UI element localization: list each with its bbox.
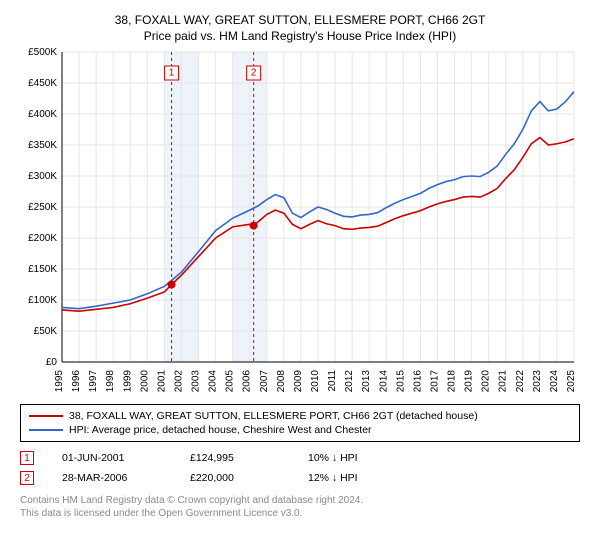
plot-area: £0 £50K £100K £150K £200K £250K £300K £350K £400… xyxy=(20,48,580,398)
y-tick-label: £450K xyxy=(28,78,57,89)
sales-table: 1 01-JUN-2001 £124,995 10% ↓ HPI 2 28-MAR-200… xyxy=(20,448,580,488)
x-tick-label: 2020 xyxy=(481,370,492,393)
x-tick-label: 2002 xyxy=(173,370,184,393)
x-tick-label: 2007 xyxy=(259,370,270,393)
sale-row: 1 01-JUN-2001 £124,995 10% ↓ HPI xyxy=(20,448,580,468)
x-tick-label: 1997 xyxy=(88,370,99,393)
legend: 38, FOXALL WAY, GREAT SUTTON, ELLESMERE … xyxy=(20,404,580,442)
x-tick-label: 1996 xyxy=(71,370,82,393)
y-tick-label: £350K xyxy=(28,140,57,151)
x-tick-label: 2003 xyxy=(191,370,202,393)
x-tick-label: 2021 xyxy=(498,370,509,393)
x-tick-label: 2018 xyxy=(447,370,458,393)
x-tick-label: 2004 xyxy=(208,370,219,393)
sale-row-price: £220,000 xyxy=(190,472,280,484)
x-tick-label: 2025 xyxy=(566,370,577,393)
x-tick-label: 2008 xyxy=(276,370,287,393)
x-tick-label: 2012 xyxy=(344,370,355,393)
legend-row-property: 38, FOXALL WAY, GREAT SUTTON, ELLESMERE … xyxy=(29,409,571,423)
y-tick-label: £300K xyxy=(28,171,57,182)
y-tick-label: £250K xyxy=(28,202,57,213)
x-tick-label: 2009 xyxy=(293,370,304,393)
x-tick-label: 2017 xyxy=(429,370,440,393)
sale-row-marker: 1 xyxy=(20,451,34,465)
x-tick-label: 2006 xyxy=(242,370,253,393)
sale-row: 2 28-MAR-2006 £220,000 12% ↓ HPI xyxy=(20,468,580,488)
legend-row-hpi: HPI: Average price, detached house, Ches… xyxy=(29,423,571,437)
legend-label-property: 38, FOXALL WAY, GREAT SUTTON, ELLESMERE … xyxy=(69,410,478,422)
legend-label-hpi: HPI: Average price, detached house, Ches… xyxy=(69,424,372,436)
sale-row-compare: 10% ↓ HPI xyxy=(308,452,580,464)
x-tick-label: 2013 xyxy=(361,370,372,393)
x-tick-label: 2000 xyxy=(139,370,150,393)
y-tick-label: £50K xyxy=(34,326,58,337)
y-tick-label: £100K xyxy=(28,295,57,306)
x-tick-label: 2005 xyxy=(225,370,236,393)
sale-row-price: £124,995 xyxy=(190,452,280,464)
footer-line-1: Contains HM Land Registry data © Crown c… xyxy=(20,494,580,507)
title-line-1: 38, FOXALL WAY, GREAT SUTTON, ELLESMERE … xyxy=(10,12,590,28)
chart-container: 38, FOXALL WAY, GREAT SUTTON, ELLESMERE … xyxy=(0,0,600,560)
footer-line-2: This data is licensed under the Open Gov… xyxy=(20,507,580,520)
legend-swatch-hpi xyxy=(29,429,63,431)
x-tick-label: 1995 xyxy=(54,370,65,393)
sale-row-marker: 2 xyxy=(20,471,34,485)
x-tick-label: 2016 xyxy=(412,370,423,393)
legend-swatch-property xyxy=(29,415,63,417)
y-tick-label: £200K xyxy=(28,233,57,244)
sale-marker-number: 2 xyxy=(251,68,257,79)
x-tick-label: 2001 xyxy=(156,370,167,393)
x-tick-label: 2024 xyxy=(549,370,560,393)
y-tick-label: £400K xyxy=(28,109,57,120)
x-tick-label: 1999 xyxy=(122,370,133,393)
sale-row-compare: 12% ↓ HPI xyxy=(308,472,580,484)
sale-point xyxy=(250,222,258,230)
sale-marker-number: 1 xyxy=(169,68,175,79)
sale-row-date: 01-JUN-2001 xyxy=(62,452,162,464)
title-line-2: Price paid vs. HM Land Registry's House … xyxy=(10,28,590,44)
x-tick-label: 2010 xyxy=(310,370,321,393)
sale-point xyxy=(168,281,176,289)
x-tick-label: 2014 xyxy=(378,370,389,393)
x-tick-label: 2022 xyxy=(515,370,526,393)
y-tick-label: £150K xyxy=(28,264,57,275)
chart-title: 38, FOXALL WAY, GREAT SUTTON, ELLESMERE … xyxy=(10,12,590,44)
x-tick-label: 2023 xyxy=(532,370,543,393)
sale-row-date: 28-MAR-2006 xyxy=(62,472,162,484)
footer: Contains HM Land Registry data © Crown c… xyxy=(20,494,580,520)
x-tick-label: 2019 xyxy=(464,370,475,393)
x-tick-label: 2015 xyxy=(395,370,406,393)
y-tick-label: £500K xyxy=(28,48,57,58)
y-tick-label: £0 xyxy=(46,357,58,368)
plot-svg: £0 £50K £100K £150K £200K £250K £300K £350K £400… xyxy=(20,48,580,398)
x-tick-label: 2011 xyxy=(327,370,338,392)
x-tick-label: 1998 xyxy=(105,370,116,393)
